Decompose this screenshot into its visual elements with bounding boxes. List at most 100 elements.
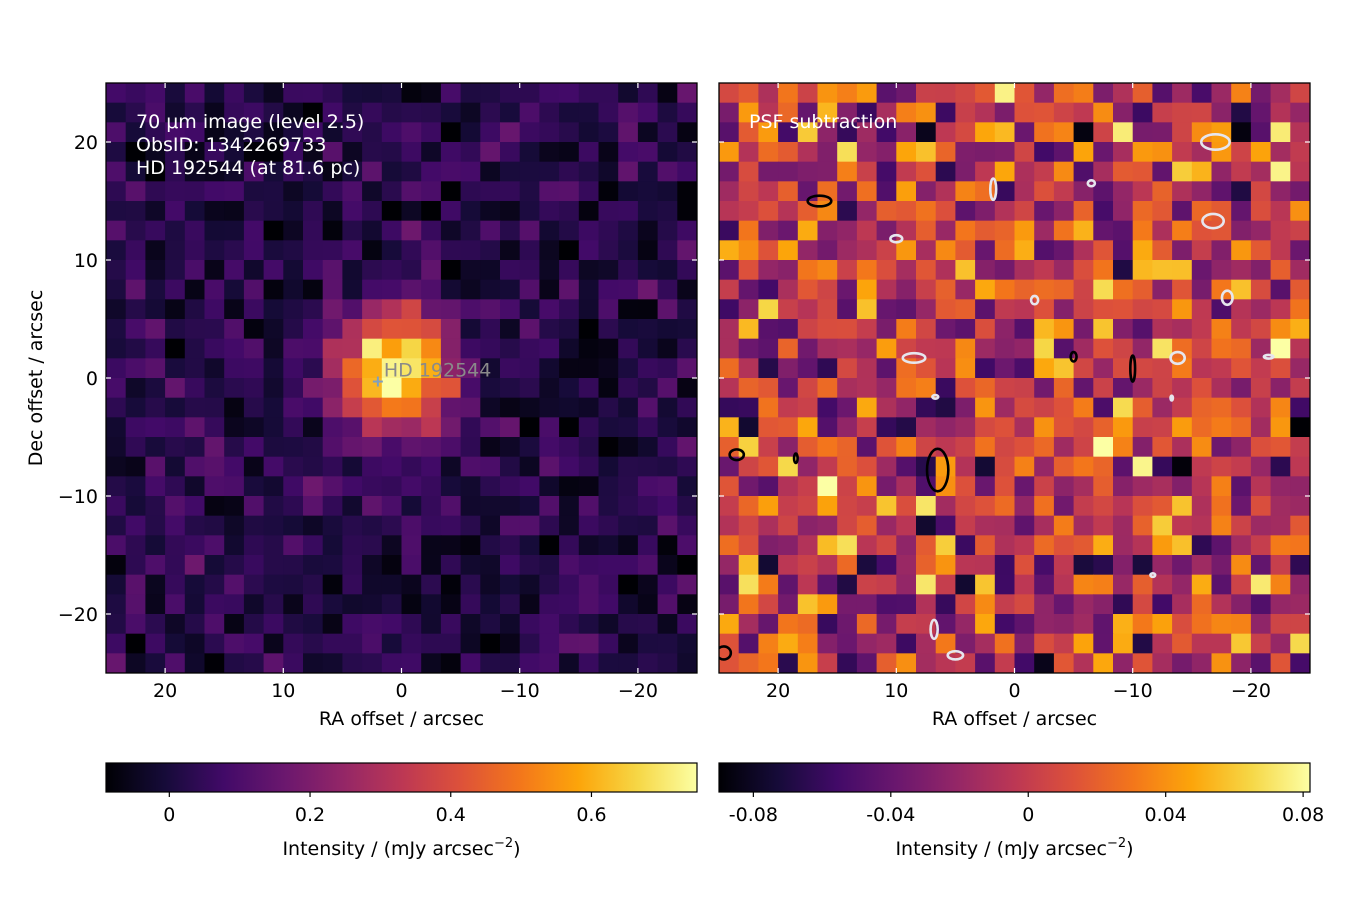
pixel-cell: [578, 614, 600, 635]
pixel-cell: [797, 378, 819, 399]
pixel-cell: [204, 496, 225, 517]
pixel-cell: [637, 260, 659, 281]
pixel-cell: [125, 201, 146, 222]
contour-negative: [1086, 179, 1097, 188]
pixel-cell: [342, 437, 363, 458]
pixel-cell: [1211, 417, 1232, 438]
pixel-cell: [460, 417, 481, 438]
pixel-cell: [1250, 653, 1272, 673]
pixel-cell: [758, 201, 779, 222]
pixel-cell: [578, 181, 600, 202]
pixel-cell: [657, 122, 678, 143]
pixel-cell: [519, 142, 540, 163]
pixel-cell: [125, 181, 146, 202]
pixel-cell: [598, 83, 619, 104]
pixel-cell: [1152, 358, 1173, 379]
pixel-cell: [440, 417, 462, 438]
pixel-cell: [440, 378, 462, 399]
pixel-cell: [204, 515, 225, 536]
pixel-cell: [797, 555, 819, 576]
pixel-cell: [125, 555, 146, 576]
pixel-cell: [637, 358, 659, 379]
pixel-cell: [856, 181, 878, 202]
pixel-cell: [1034, 102, 1055, 123]
pixel-cell: [263, 181, 284, 202]
pixel-cell: [342, 476, 363, 497]
pixel-cell: [1211, 319, 1232, 340]
pixel-cell: [1073, 83, 1094, 104]
colorbar-ticks: -0.08 -0.04 0 0.04 0.08: [729, 792, 1324, 826]
pixel-cell: [421, 83, 442, 104]
pixel-cell: [106, 220, 127, 241]
pixel-cell: [578, 574, 600, 595]
pixel-cell: [657, 358, 678, 379]
pixel-cell: [1014, 338, 1035, 359]
pixel-cell: [1250, 319, 1272, 340]
pixel-cell: [500, 142, 521, 163]
pixel-cell: [559, 378, 580, 399]
pixel-cell: [440, 161, 462, 182]
pixel-cell: [738, 555, 759, 576]
pixel-cell: [975, 319, 996, 340]
pixel-cell: [421, 614, 442, 635]
pixel-cell: [817, 496, 838, 517]
pixel-cell: [381, 279, 403, 300]
pixel-cell: [1290, 594, 1310, 615]
pixel-cell: [896, 142, 917, 163]
pixel-cell: [817, 614, 838, 635]
pixel-cell: [224, 456, 245, 477]
pixel-cell: [817, 515, 838, 536]
pixel-cell: [618, 358, 639, 379]
pixel-cell: [145, 122, 166, 143]
pixel-cell: [1152, 476, 1173, 497]
pixel-cell: [401, 299, 422, 320]
pixel-cell: [817, 417, 838, 438]
pixel-cell: [322, 240, 343, 261]
pixel-cell: [837, 397, 858, 418]
pixel-cell: [519, 358, 540, 379]
pixel-cell: [758, 338, 779, 359]
pixel-cell: [539, 338, 560, 359]
pixel-cell: [1172, 161, 1193, 182]
pixel-cell: [1073, 594, 1094, 615]
pixel-cell: [559, 338, 580, 359]
pixel-cell: [1231, 201, 1252, 222]
pixel-cell: [283, 574, 304, 595]
pixel-cell: [1053, 338, 1075, 359]
pixel-cell: [263, 535, 284, 556]
pixel-cell: [637, 653, 659, 673]
pixel-cell: [916, 378, 937, 399]
pixel-cell: [440, 358, 462, 379]
pixel-cell: [896, 201, 917, 222]
pixel-cell: [1093, 515, 1114, 536]
pixel-cell: [797, 83, 819, 104]
pixel-cell: [1211, 220, 1232, 241]
pixel-cell: [837, 515, 858, 536]
pixel-cell: [421, 240, 442, 261]
pixel-cell: [500, 201, 521, 222]
pixel-cell: [856, 496, 878, 517]
pixel-cell: [637, 456, 659, 477]
pixel-cell: [440, 496, 462, 517]
pixel-cell: [401, 397, 422, 418]
pixel-cell: [677, 260, 697, 281]
pixel-cell: [106, 437, 127, 458]
pixel-cell: [1290, 260, 1310, 281]
pixel-cell: [263, 378, 284, 399]
pixel-cell: [975, 437, 996, 458]
pixel-cell: [896, 496, 917, 517]
pixel-cell: [539, 260, 560, 281]
pixel-cell: [797, 614, 819, 635]
pixel-cell: [1231, 142, 1252, 163]
pixel-cell: [1053, 614, 1075, 635]
pixel-cell: [797, 456, 819, 477]
pixel-cell: [916, 240, 937, 261]
pixel-cell: [1290, 515, 1310, 536]
pixel-cell: [303, 397, 324, 418]
pixel-cell: [421, 633, 442, 654]
pixel-cell: [401, 476, 422, 497]
pixel-cell: [401, 338, 422, 359]
pixel-cell: [322, 83, 343, 104]
pixel-cell: [778, 240, 799, 261]
pixel-cell: [184, 161, 206, 182]
